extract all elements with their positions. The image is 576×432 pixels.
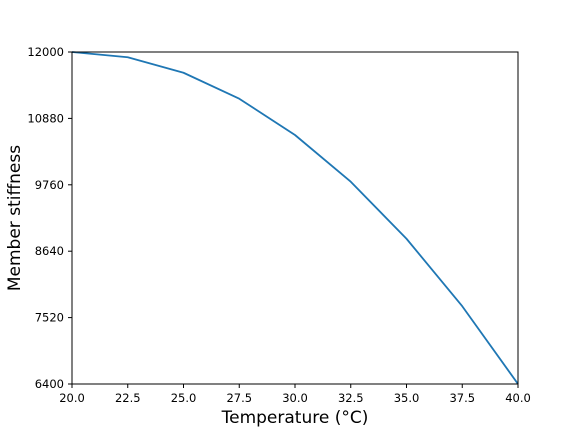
plot-area — [71, 51, 519, 385]
y-tick-label: 6400 — [35, 377, 64, 391]
x-tick-label: 20.0 — [59, 391, 85, 405]
x-tick-label: 30.0 — [282, 391, 308, 405]
axes-frame — [71, 51, 519, 385]
y-tick-label: 8640 — [35, 244, 64, 258]
x-tick-label: 37.5 — [449, 391, 475, 405]
x-axis-label: Temperature (°C) — [221, 408, 369, 428]
y-tick-label: 7520 — [35, 311, 64, 325]
x-tick-label: 32.5 — [338, 391, 364, 405]
x-axis-ticks: 20.0 22.5 25.0 27.5 30.0 32.5 35.0 37.5 40.0 — [59, 384, 531, 405]
y-axis-ticks: 6400 7520 8640 9760 10880 12000 — [27, 45, 72, 391]
series-line-0 — [71, 51, 519, 385]
y-tick-label: 9760 — [35, 178, 64, 192]
x-tick-label: 40.0 — [505, 391, 531, 405]
y-tick-label: 12000 — [27, 45, 64, 59]
x-tick-label: 27.5 — [226, 391, 252, 405]
y-axis-label: Member stiffness — [5, 145, 25, 291]
y-tick-label: 10880 — [27, 111, 64, 125]
series-layer — [71, 51, 519, 385]
x-tick-label: 25.0 — [171, 391, 197, 405]
x-tick-label: 22.5 — [115, 391, 141, 405]
x-tick-label: 35.0 — [394, 391, 420, 405]
